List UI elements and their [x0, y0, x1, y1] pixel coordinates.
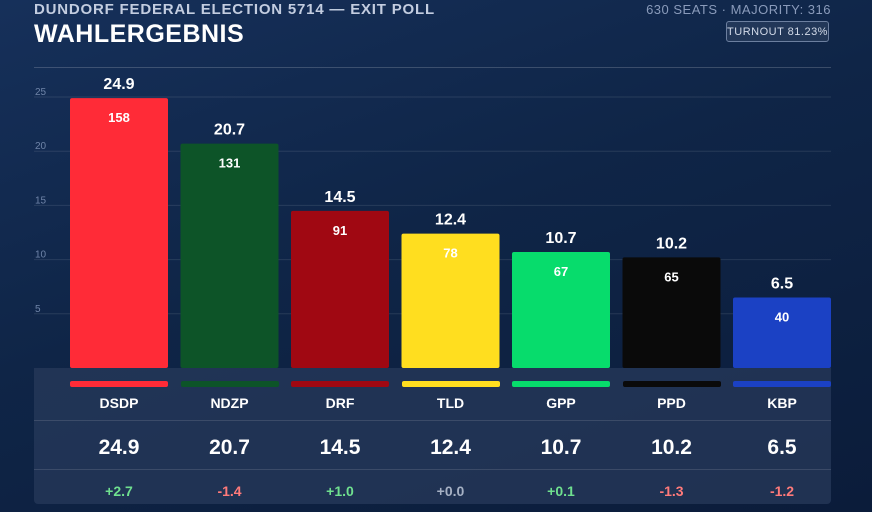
- party-vote-share: 10.2: [651, 436, 692, 459]
- party-color-stripe: [180, 381, 279, 387]
- header-divider: [34, 67, 831, 68]
- bar-seats-label: 158: [108, 110, 130, 125]
- party-change: +1.0: [326, 483, 354, 499]
- party-abbr-label: PPD: [657, 395, 686, 411]
- party-column-kbp: KBP 6.5 -1.2: [733, 368, 831, 504]
- party-vote-share: 14.5: [319, 436, 361, 459]
- party-abbr-label: KBP: [767, 395, 797, 411]
- party-abbr-label: DSDP: [99, 395, 139, 411]
- party-column-dsdp: DSDP 24.9 +2.7: [70, 368, 168, 504]
- party-change: -1.2: [769, 483, 795, 499]
- y-tick-label: 10: [35, 250, 47, 261]
- party-abbr-label: GPP: [546, 395, 576, 411]
- bar-seats-label: 65: [664, 269, 678, 284]
- party-color-stripe: [401, 381, 500, 387]
- party-color-stripe: [70, 381, 168, 387]
- bar-value-label: 6.5: [771, 276, 793, 293]
- party-color-stripe: [291, 381, 389, 387]
- y-tick-label: 15: [35, 195, 47, 206]
- turnout-badge: TURNOUT 81.23%: [726, 21, 829, 42]
- party-change: -1.4: [217, 483, 242, 499]
- party-column-ndzp: NDZP 20.7 -1.4: [180, 368, 279, 504]
- bar-seats-label: 78: [443, 246, 457, 261]
- page-title: WAHLERGEBNIS: [34, 20, 245, 48]
- bar-ndzp: [180, 143, 279, 368]
- bar-seats-label: 131: [219, 156, 241, 171]
- party-column-gpp: GPP 10.7 +0.1: [512, 368, 610, 504]
- party-vote-share: 6.5: [767, 436, 797, 459]
- party-abbr-label: NDZP: [210, 395, 249, 411]
- party-column-drf: DRF 14.5 +1.0: [291, 368, 389, 504]
- bar-tld: [401, 233, 500, 368]
- bar-gpp: [512, 252, 610, 368]
- bar-value-label: 12.4: [435, 212, 466, 229]
- bar-seats-label: 40: [775, 310, 789, 325]
- y-tick-label: 5: [35, 304, 41, 315]
- table-divider: [34, 469, 831, 470]
- bar-drf: [291, 210, 389, 368]
- party-color-stripe: [733, 381, 831, 387]
- bar-dsdp: [70, 98, 168, 369]
- bar-ppd: [622, 257, 721, 368]
- party-change: +2.7: [105, 483, 133, 499]
- party-abbr-label: DRF: [325, 395, 355, 411]
- party-vote-share: 24.9: [98, 436, 140, 459]
- seats-majority-info: 630 SEATS · MAJORITY: 316: [646, 2, 831, 17]
- results-table-panel: DSDP 24.9 +2.7 NDZP 20.7 -1.4 DRF 14.5 +1.0 TLD 12…: [34, 368, 831, 504]
- party-change: +0.1: [547, 483, 575, 499]
- bar-value-label: 10.2: [656, 235, 687, 252]
- y-tick-label: 20: [35, 141, 47, 152]
- party-vote-share: 20.7: [209, 436, 250, 459]
- party-column-tld: TLD 12.4 +0.0: [401, 368, 500, 504]
- bar-value-label: 14.5: [324, 189, 355, 206]
- party-color-stripe: [512, 381, 610, 387]
- bar-value-label: 24.9: [103, 76, 134, 93]
- party-vote-share: 10.7: [540, 436, 582, 459]
- table-divider: [34, 420, 831, 421]
- y-tick-label: 25: [35, 87, 47, 98]
- party-change: -1.3: [659, 483, 684, 499]
- party-color-stripe: [622, 381, 721, 387]
- party-vote-share: 12.4: [430, 436, 471, 459]
- party-change: +0.0: [436, 483, 465, 499]
- bar-seats-label: 67: [554, 264, 568, 279]
- bar-value-label: 20.7: [214, 122, 245, 139]
- party-abbr-label: TLD: [436, 395, 465, 411]
- bar-kbp: [733, 297, 831, 368]
- bar-seats-label: 91: [333, 223, 347, 238]
- election-kicker: DUNDORF FEDERAL ELECTION 5714 — EXIT POL…: [34, 1, 435, 18]
- bar-value-label: 10.7: [545, 230, 576, 247]
- party-column-ppd: PPD 10.2 -1.3: [622, 368, 721, 504]
